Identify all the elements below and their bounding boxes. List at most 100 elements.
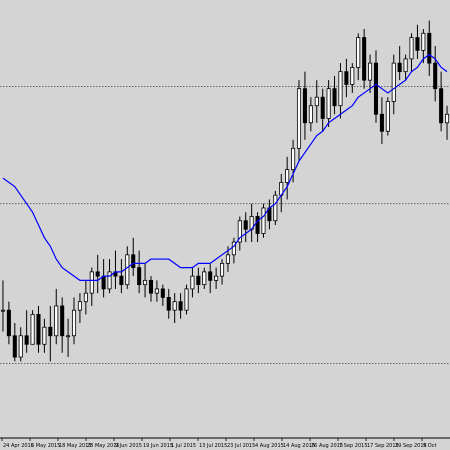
candle-56	[332, 75, 337, 115]
candle-body	[350, 66, 355, 85]
candle-10	[60, 297, 65, 353]
candle-body	[184, 288, 189, 311]
candle-28	[166, 288, 171, 319]
candle-25	[148, 276, 154, 302]
candle-3	[18, 327, 23, 362]
candle-body	[427, 32, 432, 64]
candle-body	[439, 88, 444, 124]
candle-37	[220, 259, 225, 285]
candle-body	[89, 271, 94, 294]
candle-body	[385, 101, 390, 132]
x-tick-label: 1 Jul 2015	[171, 443, 196, 449]
x-tick-label: 6 May 2015	[31, 443, 60, 449]
candle-body	[71, 309, 77, 337]
candle-body	[160, 288, 165, 298]
candle-body	[285, 169, 290, 183]
candle-2	[12, 322, 17, 362]
candle-body	[308, 105, 313, 124]
candle-body	[190, 275, 195, 290]
candle-body	[409, 37, 414, 60]
x-tick-label: 9 Jun 2015	[115, 443, 142, 449]
candle-63	[373, 50, 379, 123]
x-tick-label: 17 Sep 2015	[367, 443, 399, 449]
candle-58	[344, 58, 349, 98]
candle-13	[77, 293, 82, 323]
candle-body	[208, 271, 213, 281]
moving-average	[2, 53, 448, 281]
candle-body	[302, 88, 307, 124]
candle-11	[66, 318, 71, 358]
candle-body	[202, 271, 207, 286]
candle-19	[113, 250, 118, 289]
candle-body	[344, 71, 349, 85]
candle-57	[338, 63, 343, 119]
candle-body	[379, 113, 384, 132]
candle-26	[154, 280, 159, 302]
candle-29	[172, 293, 177, 323]
x-tick-label: 18 May 2015	[59, 443, 92, 449]
candle-body	[137, 267, 142, 286]
candle-33	[196, 267, 201, 294]
candle-5	[30, 310, 35, 345]
candle-body	[42, 326, 47, 345]
candle-53	[314, 80, 319, 123]
x-tick-label: 14 Aug 2015	[283, 443, 315, 449]
candle-72	[427, 20, 432, 76]
candle-body	[338, 71, 343, 107]
candle-body	[172, 301, 177, 311]
candle-61	[362, 29, 367, 89]
candle-body	[48, 326, 53, 337]
candle-body	[60, 305, 65, 337]
candle-14	[83, 280, 88, 315]
candle-41	[243, 212, 248, 243]
candle-body	[119, 275, 124, 286]
candle-67	[397, 46, 402, 81]
x-tick-label: 23 Jul 2015	[227, 443, 255, 449]
candle-30	[178, 293, 183, 319]
candle-body	[125, 254, 130, 286]
candle-body	[101, 275, 106, 290]
candle-body	[166, 297, 171, 311]
candle-20	[119, 259, 124, 294]
candle-body	[12, 335, 17, 358]
candle-body	[296, 88, 302, 149]
candle-31	[184, 284, 189, 315]
candle-74	[439, 71, 444, 132]
x-tick-label: 7 Sep 2015	[339, 443, 368, 449]
candle-51	[302, 71, 307, 140]
candle-50	[296, 80, 302, 162]
candle-7	[42, 318, 47, 353]
candle-body	[261, 207, 266, 234]
candle-body	[6, 309, 11, 337]
candle-6	[36, 305, 41, 353]
candle-55	[326, 80, 331, 128]
candle-46	[273, 190, 278, 225]
candle-15	[89, 267, 94, 306]
candle-35	[208, 263, 213, 294]
candle-59	[350, 63, 355, 93]
candle-40	[237, 216, 242, 251]
candle-69	[409, 33, 414, 72]
candle-body	[214, 275, 219, 281]
candle-65	[385, 97, 390, 136]
candle-66	[391, 54, 396, 115]
candle-body	[362, 37, 367, 81]
x-tick-label: 26 Aug 2015	[311, 443, 343, 449]
candle-body	[403, 58, 408, 73]
x-tick-label: 24 Apr 2015	[3, 443, 34, 449]
candle-body	[83, 292, 88, 303]
candle-body	[368, 62, 373, 81]
candle-body	[18, 335, 23, 358]
candle-1	[6, 301, 11, 345]
candle-8	[48, 305, 53, 362]
candle-body	[356, 37, 361, 68]
candle-body	[77, 301, 82, 311]
candle-body	[433, 62, 438, 90]
candle-27	[160, 284, 165, 306]
candle-4	[24, 310, 29, 353]
moving-average-line	[2, 53, 448, 281]
candle-12	[71, 297, 77, 345]
